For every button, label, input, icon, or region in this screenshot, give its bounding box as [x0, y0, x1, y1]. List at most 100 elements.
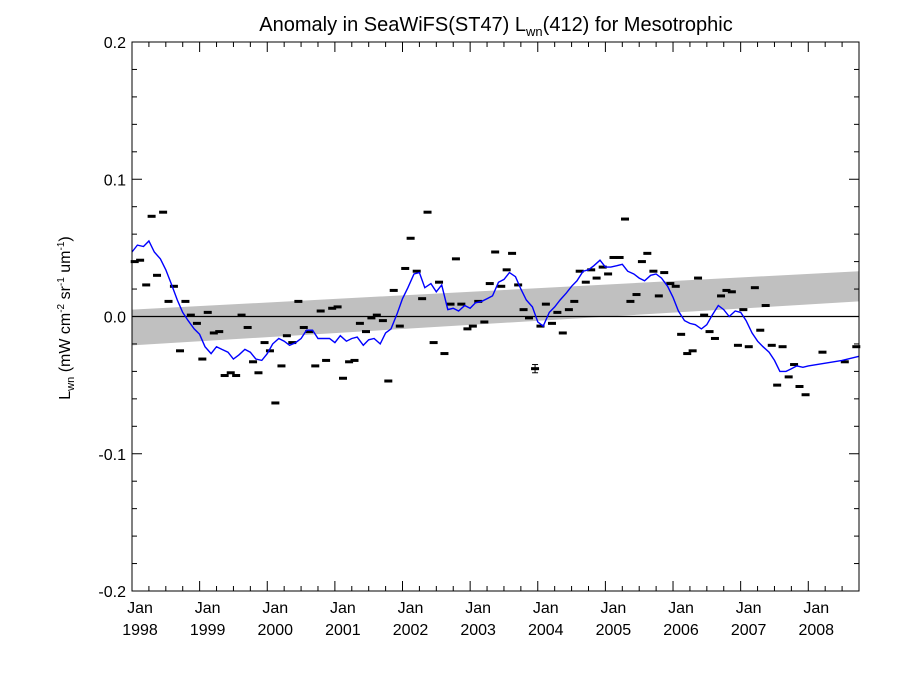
data-point-77 — [564, 308, 573, 312]
data-point-85 — [609, 255, 618, 259]
running-mean-line — [131, 239, 860, 373]
x-tick-year-8: 2006 — [663, 622, 699, 639]
data-point-110 — [750, 286, 759, 290]
data-point-66 — [502, 268, 511, 272]
x-tick-year-1: 1999 — [190, 622, 226, 639]
data-point-64 — [491, 250, 500, 254]
data-point-95 — [666, 282, 675, 286]
data-point-53 — [429, 341, 438, 345]
data-point-112 — [761, 304, 770, 308]
data-point-52 — [423, 210, 432, 214]
data-point-116 — [784, 375, 793, 379]
data-point-14 — [209, 331, 218, 335]
data-point-8 — [176, 349, 185, 353]
data-point-31 — [305, 330, 314, 334]
data-point-9 — [181, 299, 190, 303]
data-point-117 — [790, 363, 799, 367]
data-point-58 — [457, 302, 466, 306]
y-tick-label-1: 0.1 — [104, 172, 126, 189]
data-point-7 — [169, 284, 178, 288]
data-point-73 — [541, 302, 550, 306]
x-tick-month-2: Jan — [262, 600, 288, 617]
data-point-109 — [744, 345, 753, 349]
data-point-17 — [226, 371, 235, 375]
data-point-83 — [598, 265, 607, 269]
data-point-48 — [401, 266, 410, 270]
data-point-49 — [406, 236, 415, 240]
data-point-81 — [587, 268, 596, 272]
data-point-42 — [367, 316, 376, 320]
data-point-2 — [142, 283, 151, 287]
data-point-34 — [322, 358, 331, 362]
data-point-115 — [778, 345, 787, 349]
x-tick-year-7: 2005 — [596, 622, 632, 639]
data-point-46 — [389, 288, 398, 292]
data-point-78 — [570, 299, 579, 303]
data-point-97 — [677, 332, 686, 336]
data-point-1 — [136, 258, 145, 262]
data-point-6 — [164, 299, 173, 303]
data-point-27 — [282, 334, 291, 338]
data-point-11 — [192, 321, 201, 325]
data-point-40 — [355, 321, 364, 325]
data-point-113 — [767, 343, 776, 347]
y-tick-label-3: -0.1 — [98, 447, 126, 464]
data-point-20 — [243, 325, 252, 329]
x-tick-year-0: 1998 — [122, 622, 158, 639]
x-tick-year-6: 2004 — [528, 622, 564, 639]
chart-title: Anomaly in SeaWiFS(ST47) Lwn(412) for Me… — [259, 14, 732, 39]
y-tick-label-2: 0.0 — [104, 310, 126, 327]
x-tick-month-3: Jan — [330, 600, 356, 617]
x-tick-month-10: Jan — [803, 600, 829, 617]
x-tick-year-3: 2001 — [325, 622, 361, 639]
data-point-120 — [818, 350, 827, 354]
x-tick-year-10: 2008 — [798, 622, 834, 639]
data-point-93 — [654, 294, 663, 298]
data-point-28 — [288, 341, 297, 345]
data-point-121 — [840, 360, 849, 364]
data-point-43 — [372, 313, 381, 317]
data-point-39 — [350, 358, 359, 362]
data-point-96 — [671, 284, 680, 288]
x-tick-year-2: 2000 — [257, 622, 293, 639]
data-point-102 — [705, 330, 714, 334]
x-tick-year-4: 2002 — [393, 622, 429, 639]
data-point-12 — [198, 357, 207, 361]
data-point-57 — [451, 257, 460, 261]
data-point-103 — [710, 336, 719, 340]
data-point-67 — [508, 251, 517, 255]
data-point-59 — [463, 327, 472, 331]
data-point-26 — [277, 364, 286, 368]
data-point-111 — [756, 328, 765, 332]
data-point-23 — [260, 341, 269, 345]
data-point-35 — [328, 306, 337, 310]
axes: 0.20.10.0-0.1-0.2Jan1998Jan1999Jan2000Ja… — [98, 35, 860, 639]
y-axis-label: Lwn (mW cm-2 sr-1 um-1) — [56, 236, 77, 399]
data-point-30 — [299, 325, 308, 329]
data-point-3 — [147, 214, 156, 218]
x-tick-month-1: Jan — [195, 600, 221, 617]
data-point-21 — [249, 360, 258, 364]
data-point-51 — [418, 297, 427, 301]
data-point-63 — [485, 282, 494, 286]
data-point-5 — [159, 210, 168, 214]
data-point-75 — [553, 310, 562, 314]
data-point-65 — [497, 284, 506, 288]
x-tick-month-8: Jan — [668, 600, 694, 617]
data-point-4 — [153, 273, 162, 277]
data-point-22 — [254, 371, 263, 375]
data-point-88 — [626, 299, 635, 303]
data-point-94 — [660, 271, 669, 275]
data-point-80 — [581, 280, 590, 284]
data-point-76 — [558, 331, 567, 335]
data-point-19 — [237, 313, 246, 317]
data-point-61 — [474, 299, 483, 303]
data-point-50 — [412, 269, 421, 273]
x-tick-month-5: Jan — [465, 600, 491, 617]
x-tick-year-5: 2003 — [460, 622, 496, 639]
data-point-15 — [215, 330, 224, 334]
data-point-99 — [688, 349, 697, 353]
data-point-33 — [316, 309, 325, 313]
